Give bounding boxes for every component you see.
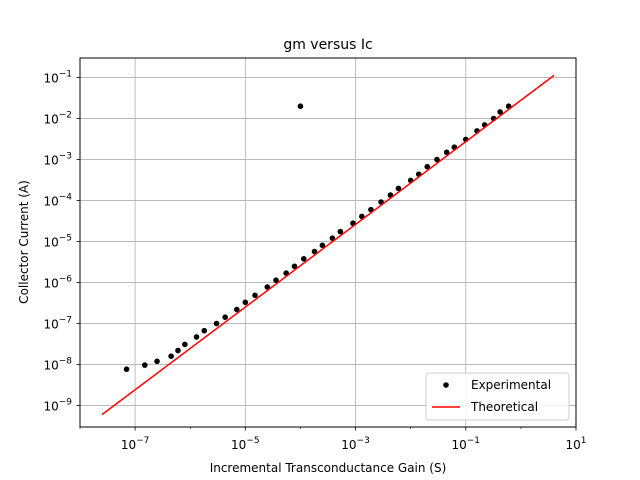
y-tick-label: 10−4 [43,193,72,209]
legend-label-experimental: Experimental [471,378,551,392]
y-tick-label-exponent: −7 [59,316,72,326]
x-tick-label-exponent: 1 [581,436,587,446]
y-tick-label-base: 10 [43,277,58,291]
y-tick-label: 10−8 [43,357,72,373]
y-tick-label-exponent: −3 [59,152,72,162]
y-tick-label: 10−2 [43,111,72,127]
x-tick-label: 10−7 [121,436,150,452]
x-tick-label-base: 10 [121,438,136,452]
y-tick-label-exponent: −9 [59,398,73,408]
legend-label-theoretical: Theoretical [470,400,538,414]
x-tick-label-exponent: −7 [136,436,149,446]
legend-box [425,372,570,421]
data-point-experimental [234,306,240,313]
data-point-experimental [291,263,298,270]
series-layer [101,74,555,416]
data-point-experimental [395,185,402,192]
y-tick-label-base: 10 [43,72,58,86]
grid-lines [80,58,577,427]
data-point-experimental [443,149,450,156]
data-point-experimental [319,242,326,249]
x-tick-label-exponent: −3 [357,436,370,446]
x-tick-label-base: 10 [341,438,356,452]
y-tick-label-exponent: −8 [59,357,73,367]
y-tick-label-base: 10 [43,113,58,127]
y-tick-label-base: 10 [43,236,58,250]
data-point-experimental [213,320,220,327]
y-axis-label: Collector Current (A) [17,180,31,304]
y-tick-label: 10−6 [43,275,72,291]
x-tick-label-base: 10 [565,438,580,452]
data-point-experimental [193,334,200,340]
x-tick-label-base: 10 [231,438,246,452]
y-tick-label: 10−1 [43,70,72,86]
y-tick-label-exponent: −5 [59,234,72,244]
y-tick-label-base: 10 [43,359,58,373]
x-axis-label: Incremental Transconductance Gain (S) [210,461,447,475]
data-point-experimental [264,284,271,290]
data-point-experimental [424,163,431,170]
series-line-theoretical [101,74,555,416]
y-tick-label-exponent: −2 [59,111,72,121]
y-tick-label-base: 10 [43,318,58,332]
data-point-experimental [154,358,160,365]
y-tick-label: 10−5 [43,234,72,250]
data-point-experimental [273,277,279,284]
x-tick-label: 10−5 [231,436,260,452]
data-point-experimental [142,362,148,368]
y-tick-label-exponent: −4 [59,193,73,203]
plot-area-frame [79,57,577,428]
y-tick-label: 10−7 [43,316,72,332]
data-point-experimental [297,103,304,110]
x-tick-label: 101 [565,436,586,452]
y-tick-label-exponent: −6 [59,275,73,285]
y-tick-label-base: 10 [43,400,58,414]
data-point-experimental [123,366,130,373]
data-point-experimental [311,248,318,255]
data-point-experimental [175,347,181,354]
axis-ticks: 10−7 10−5 10−3 10−1 10110−910−810−710−610−51… [43,70,586,452]
x-tick-label: 10−3 [341,436,370,452]
chart-title: gm versus Ic [283,37,372,53]
data-point-experimental [337,228,344,235]
data-point-experimental [329,235,336,241]
legend-swatch-experimental [443,382,449,388]
x-tick-label: 10−1 [451,436,480,452]
data-point-experimental [497,109,503,115]
data-point-experimental [182,341,188,348]
x-tick-label-base: 10 [451,438,466,452]
legend: Experimental Theoretical [425,372,570,421]
y-tick-label-base: 10 [43,195,58,209]
y-tick-label: 10−3 [43,152,72,168]
data-point-experimental [252,292,258,299]
data-point-experimental [168,353,174,359]
x-tick-label-exponent: −5 [246,436,259,446]
y-tick-label: 10−9 [43,398,72,414]
x-tick-label-exponent: −1 [467,436,480,446]
data-point-experimental [434,156,440,163]
data-point-experimental [222,314,228,320]
data-point-experimental [300,255,307,262]
y-tick-label-exponent: −1 [59,70,72,80]
data-point-experimental [201,327,208,334]
y-tick-label-base: 10 [43,154,58,168]
data-point-experimental [242,299,249,306]
